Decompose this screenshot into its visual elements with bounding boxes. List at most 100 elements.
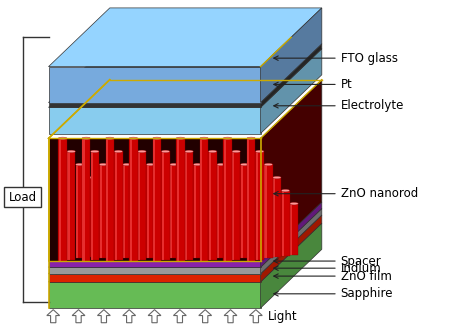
Polygon shape (146, 164, 155, 258)
Polygon shape (281, 190, 290, 256)
Polygon shape (91, 151, 99, 260)
Polygon shape (48, 261, 261, 267)
Polygon shape (48, 67, 261, 103)
Ellipse shape (93, 189, 101, 192)
Polygon shape (131, 178, 140, 257)
Polygon shape (256, 151, 258, 260)
Polygon shape (59, 139, 61, 261)
Ellipse shape (129, 137, 137, 140)
Ellipse shape (234, 189, 243, 192)
Polygon shape (132, 178, 134, 257)
Polygon shape (108, 178, 116, 257)
Polygon shape (99, 164, 108, 258)
Polygon shape (114, 151, 123, 260)
Ellipse shape (266, 202, 275, 205)
Polygon shape (82, 139, 91, 261)
Ellipse shape (290, 202, 298, 205)
Text: Pt: Pt (274, 78, 352, 91)
Ellipse shape (172, 202, 181, 205)
Polygon shape (140, 190, 148, 256)
Polygon shape (226, 178, 234, 257)
Polygon shape (273, 178, 275, 257)
Ellipse shape (273, 176, 281, 179)
Polygon shape (76, 164, 78, 258)
Ellipse shape (155, 176, 164, 179)
Polygon shape (48, 139, 261, 261)
Polygon shape (249, 310, 262, 323)
Polygon shape (196, 204, 198, 255)
Polygon shape (179, 178, 181, 257)
Polygon shape (101, 204, 110, 255)
Polygon shape (148, 204, 157, 255)
Text: ZnO film: ZnO film (274, 269, 392, 283)
Ellipse shape (58, 137, 67, 140)
Ellipse shape (114, 150, 123, 153)
Polygon shape (155, 178, 164, 257)
Polygon shape (255, 151, 264, 260)
Polygon shape (149, 204, 151, 255)
Polygon shape (84, 178, 92, 257)
Polygon shape (240, 164, 249, 258)
Ellipse shape (75, 163, 84, 166)
Polygon shape (93, 190, 95, 256)
Ellipse shape (249, 176, 257, 179)
Ellipse shape (131, 176, 140, 179)
Polygon shape (261, 8, 322, 103)
Polygon shape (173, 204, 174, 255)
Ellipse shape (202, 176, 210, 179)
Polygon shape (261, 209, 322, 274)
Polygon shape (98, 310, 110, 323)
Ellipse shape (187, 189, 195, 192)
Polygon shape (115, 151, 117, 260)
Polygon shape (224, 139, 226, 261)
Ellipse shape (200, 137, 208, 140)
Polygon shape (102, 204, 104, 255)
Ellipse shape (148, 202, 157, 205)
Polygon shape (261, 202, 322, 267)
Polygon shape (48, 107, 261, 134)
Text: Light: Light (268, 310, 297, 323)
Ellipse shape (140, 189, 148, 192)
Ellipse shape (84, 176, 92, 179)
Text: Spacer: Spacer (274, 255, 382, 267)
Polygon shape (91, 151, 93, 260)
Ellipse shape (240, 163, 249, 166)
Ellipse shape (99, 163, 108, 166)
Polygon shape (261, 80, 322, 261)
Polygon shape (48, 209, 322, 267)
Polygon shape (106, 139, 114, 261)
FancyBboxPatch shape (4, 188, 41, 207)
Polygon shape (106, 139, 108, 261)
Text: FTO glass: FTO glass (274, 52, 398, 65)
Polygon shape (194, 164, 196, 258)
Polygon shape (200, 139, 208, 261)
Polygon shape (210, 190, 219, 256)
Ellipse shape (125, 202, 133, 205)
Ellipse shape (226, 176, 234, 179)
Polygon shape (290, 204, 298, 255)
Polygon shape (48, 267, 261, 274)
Polygon shape (125, 204, 128, 255)
Polygon shape (123, 164, 131, 258)
Polygon shape (164, 190, 166, 256)
Polygon shape (249, 178, 252, 257)
Text: ZnO nanorod: ZnO nanorod (274, 187, 418, 200)
Polygon shape (235, 190, 237, 256)
Text: Load: Load (9, 190, 36, 204)
Ellipse shape (196, 202, 204, 205)
Polygon shape (200, 139, 202, 261)
Ellipse shape (217, 163, 226, 166)
Polygon shape (202, 178, 210, 257)
Ellipse shape (247, 137, 255, 140)
Polygon shape (48, 215, 322, 274)
Polygon shape (264, 164, 266, 258)
Polygon shape (72, 310, 85, 323)
Polygon shape (93, 190, 101, 256)
Polygon shape (266, 204, 275, 255)
Ellipse shape (255, 150, 264, 153)
Text: Indium: Indium (274, 262, 382, 275)
Ellipse shape (185, 150, 193, 153)
Polygon shape (273, 178, 281, 257)
Polygon shape (170, 164, 173, 258)
Polygon shape (267, 204, 269, 255)
